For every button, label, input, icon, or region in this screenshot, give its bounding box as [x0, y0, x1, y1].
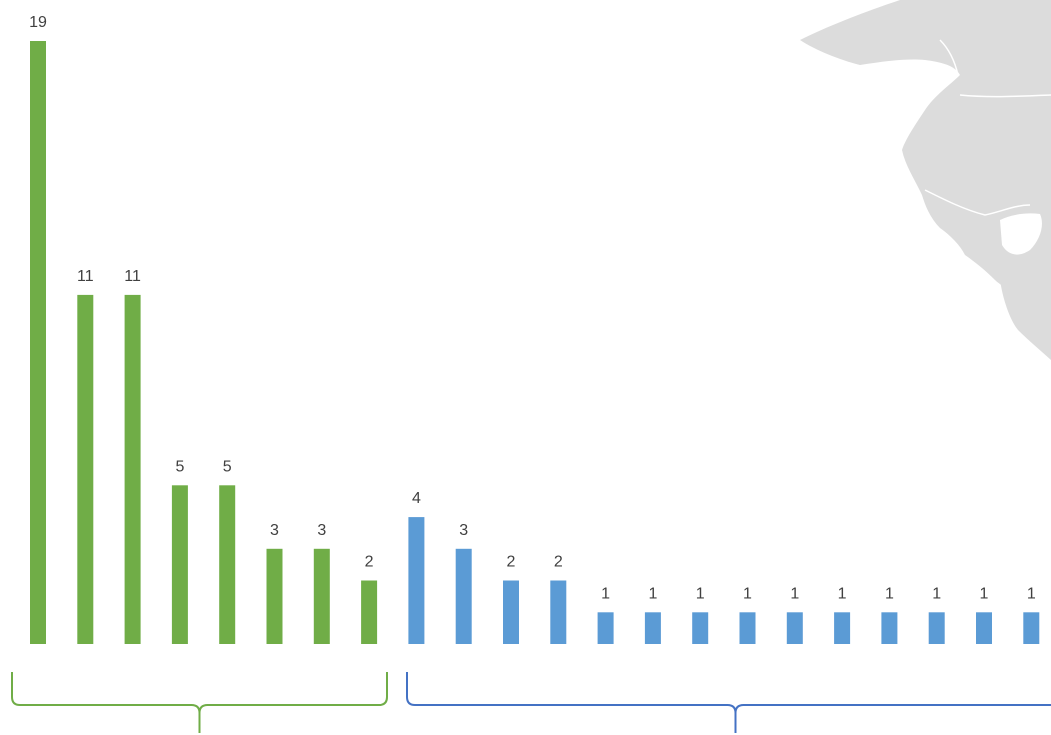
- value-label-12: 2: [554, 554, 563, 571]
- value-label-10: 3: [459, 522, 468, 539]
- value-label-22: 1: [1027, 585, 1036, 602]
- value-label-2: 11: [77, 268, 94, 285]
- bar-5: [219, 485, 236, 644]
- value-label-20: 1: [932, 585, 941, 602]
- bar-1: [30, 41, 46, 644]
- value-label-15: 1: [696, 585, 705, 602]
- bar-3: [124, 294, 141, 644]
- bar-6: [266, 548, 283, 644]
- value-label-9: 4: [412, 490, 421, 507]
- bar-2: [77, 294, 94, 644]
- bar-12: [550, 580, 567, 644]
- value-label-6: 3: [270, 522, 279, 539]
- bar-20: [928, 612, 945, 644]
- bar-16: [739, 612, 756, 644]
- bar-22: [1023, 612, 1040, 644]
- bar-11: [503, 580, 519, 644]
- bar-18: [834, 612, 851, 644]
- group-brackets: [11, 672, 1051, 733]
- value-label-4: 5: [175, 458, 184, 475]
- group-bracket-2: [406, 672, 1051, 733]
- bar-10: [455, 548, 472, 644]
- bar-4: [171, 485, 188, 644]
- bar-15: [692, 612, 709, 644]
- value-label-14: 1: [648, 585, 657, 602]
- bar-13: [597, 612, 614, 644]
- value-label-5: 5: [223, 458, 232, 475]
- bar-8: [361, 580, 378, 644]
- bars-group: [30, 41, 1040, 644]
- bar-21: [976, 612, 992, 644]
- value-label-11: 2: [507, 554, 516, 571]
- value-label-19: 1: [885, 585, 894, 602]
- value-label-16: 1: [743, 585, 752, 602]
- background-map: [800, 0, 1051, 360]
- bar-9: [408, 517, 425, 644]
- bar-19: [881, 612, 898, 644]
- value-label-3: 11: [124, 268, 141, 285]
- value-label-8: 2: [365, 554, 374, 571]
- bar-17: [786, 612, 803, 644]
- bar-14: [644, 612, 661, 644]
- value-label-18: 1: [838, 585, 847, 602]
- value-label-17: 1: [790, 585, 799, 602]
- value-label-1: 19: [29, 14, 47, 31]
- group-bracket-1: [11, 672, 388, 733]
- bar-7: [313, 548, 330, 644]
- value-label-7: 3: [317, 522, 326, 539]
- value-label-13: 1: [601, 585, 610, 602]
- value-label-21: 1: [980, 585, 989, 602]
